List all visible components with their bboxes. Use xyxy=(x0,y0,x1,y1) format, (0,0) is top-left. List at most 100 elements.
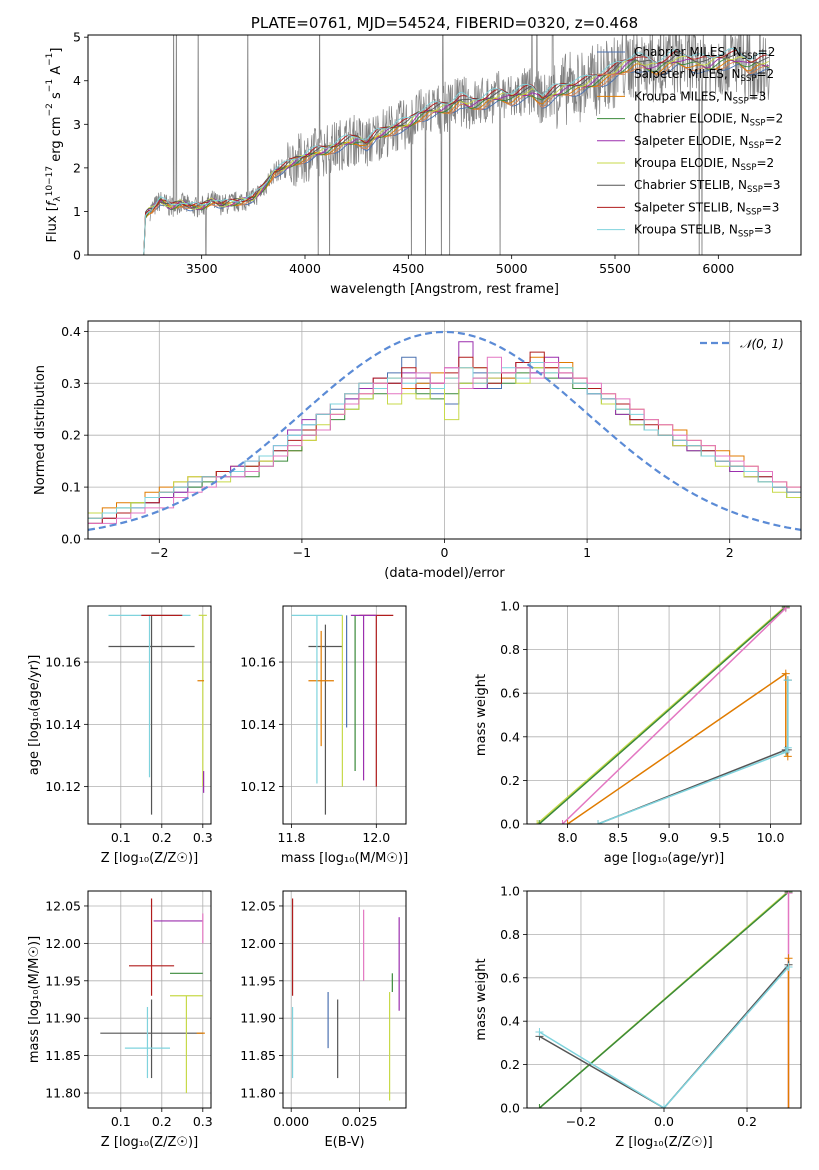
y-axis-label: Normed distribution xyxy=(33,365,48,495)
legend-tail: =2 xyxy=(756,156,774,170)
y-tick-label: 0.4 xyxy=(500,729,520,744)
y-label-part: ] xyxy=(49,48,64,53)
x-axis-label: mass [log₁₀(M/M☉)] xyxy=(281,851,408,866)
weight-marker xyxy=(594,820,603,824)
y-tick-label: 11.85 xyxy=(45,1048,81,1063)
legend-tail: =3 xyxy=(763,178,781,192)
weight-line-chabrier-elodie xyxy=(539,891,789,1108)
axes-frame xyxy=(87,320,802,540)
legend-sub: SSP xyxy=(741,74,757,84)
panel-mass-vs-Z: 0.1 0.2 0.3 11.80 11.85 11.90 11.95 12.00 12.05 Z… xyxy=(27,890,213,1150)
y-tick-label: 10.12 xyxy=(45,779,81,794)
plot-area xyxy=(100,898,205,1094)
model-line-kroupa-stelib xyxy=(143,48,769,255)
error-point xyxy=(124,1006,170,1079)
weight-marker xyxy=(781,606,790,613)
axes-frame xyxy=(526,890,802,1109)
axes-frame xyxy=(282,890,407,1109)
plot-area xyxy=(535,891,793,1108)
panel-mass-weight-vs-age: 8.0 8.5 9.0 9.5 10.0 0.0 0.2 0.4 0.6 0.8 1.0 age [l… xyxy=(474,599,802,866)
y-tick-label: 11.80 xyxy=(240,1086,276,1101)
x-tick-label: 0.1 xyxy=(111,830,131,845)
y-tick-label: 10.12 xyxy=(240,779,276,794)
x-tick-label: 0.025 xyxy=(342,1114,378,1129)
error-point xyxy=(129,898,175,996)
y-tick-label: 0.2 xyxy=(500,773,520,788)
x-tick-label: 4500 xyxy=(392,261,424,276)
y-tick-label: 0.2 xyxy=(500,1057,520,1072)
legend-sub: SSP xyxy=(747,185,763,195)
legend-tail: =2 xyxy=(758,45,776,59)
error-point xyxy=(291,614,343,784)
x-axis-label: E(B-V) xyxy=(324,1135,364,1150)
y-tick-label: 5 xyxy=(73,30,81,45)
y-tick-label: 0.6 xyxy=(500,970,520,985)
x-tick-label: 0 xyxy=(441,545,449,560)
weight-line-kroupa-elodie xyxy=(536,606,787,824)
weight-marker xyxy=(533,820,542,824)
plot-area xyxy=(291,614,394,815)
weight-marker xyxy=(535,1028,544,1037)
legend-tail: =2 xyxy=(756,67,774,81)
axes-frame xyxy=(526,605,802,825)
chart-title: PLATE=0761, MJD=54524, FIBERID=0320, z=0… xyxy=(251,14,638,32)
panel-age-vs-mass: 11.8 12.0 10.12 10.14 10.16 mass [log₁₀(M/M☉)… xyxy=(240,605,408,866)
panel-age-vs-Z: 0.1 0.2 0.3 10.12 10.14 10.16 Z [log₁₀(Z/Z☉)] a… xyxy=(27,605,213,866)
y-tick-label: 0.0 xyxy=(500,817,520,832)
y-tick-label: 4 xyxy=(73,73,81,88)
model-line-chabrier-stelib xyxy=(143,52,769,255)
x-tick-label: 10.0 xyxy=(757,830,785,845)
x-tick-label: 0.3 xyxy=(193,1114,213,1129)
y-tick-label: 10.14 xyxy=(45,717,81,732)
legend-entry: Kroupa STELIB, NSSP=3 xyxy=(634,223,772,240)
weight-marker xyxy=(563,820,572,824)
y-label-part: −17 xyxy=(45,166,55,185)
x-tick-label: 0.0 xyxy=(654,1114,674,1129)
y-tick-label: 0 xyxy=(73,248,81,263)
y-tick-label: 1.0 xyxy=(500,599,520,614)
panel-mass-vs-EBV: 0.000 0.025 11.80 11.85 11.90 11.95 12.00 12.05… xyxy=(240,890,407,1150)
x-tick-label: 0.2 xyxy=(737,1114,757,1129)
y-tick-label: 3 xyxy=(73,117,81,132)
legend-sub: SSP xyxy=(741,163,757,173)
error-point xyxy=(359,614,394,787)
legend-entry: Salpeter ELODIE, NSSP=2 xyxy=(634,134,782,151)
x-tick-label: 5000 xyxy=(496,261,528,276)
y-axis-label: Flux [fλ10−17 erg cm−2 s−1 A−1] xyxy=(45,48,64,243)
y-tick-label: 0.0 xyxy=(61,532,81,547)
legend-tail: =3 xyxy=(749,89,767,103)
x-axis-label: wavelength [Angstrom, rest frame] xyxy=(330,282,559,297)
model-line-salpeter-stelib xyxy=(143,50,769,255)
error-point xyxy=(350,614,377,781)
weight-line-chabrier-stelib xyxy=(539,964,790,1108)
plot-area xyxy=(143,35,771,255)
legend-entry: Chabrier STELIB, NSSP=3 xyxy=(634,178,781,195)
y-tick-label: 0.3 xyxy=(61,376,81,391)
y-tick-label: 11.95 xyxy=(45,973,81,988)
panel-mass-weight-vs-Z: −0.2 0.0 0.2 0.0 0.2 0.4 0.6 0.8 1.0 Z [log₁₀(Z/Z… xyxy=(474,884,802,1150)
data-spectrum-line xyxy=(149,35,771,255)
axes-frame xyxy=(87,890,212,1109)
x-tick-label: 2 xyxy=(726,545,734,560)
histogram-pink xyxy=(88,356,801,524)
error-point xyxy=(100,999,203,1079)
weight-marker xyxy=(784,962,793,971)
y-tick-label: 12.05 xyxy=(240,898,276,913)
x-tick-label: 12.0 xyxy=(362,830,390,845)
weight-marker xyxy=(535,1104,544,1108)
weight-marker xyxy=(781,748,790,757)
y-tick-label: 12.00 xyxy=(45,936,81,951)
legend-entry: Chabrier MILES, NSSP=2 xyxy=(634,45,775,62)
y-label-part: A xyxy=(49,66,64,79)
y-tick-label: 0.0 xyxy=(500,1101,520,1116)
x-tick-label: 1 xyxy=(583,545,591,560)
error-point xyxy=(170,995,203,1094)
y-label-part: Flux [ xyxy=(45,206,60,242)
legend-tail: =3 xyxy=(762,200,780,214)
y-tick-label: 0.8 xyxy=(500,927,520,942)
legend-sub: SSP xyxy=(748,141,764,151)
legend-sub: SSP xyxy=(733,96,749,106)
error-point xyxy=(198,614,207,787)
x-tick-label: −1 xyxy=(293,545,311,560)
